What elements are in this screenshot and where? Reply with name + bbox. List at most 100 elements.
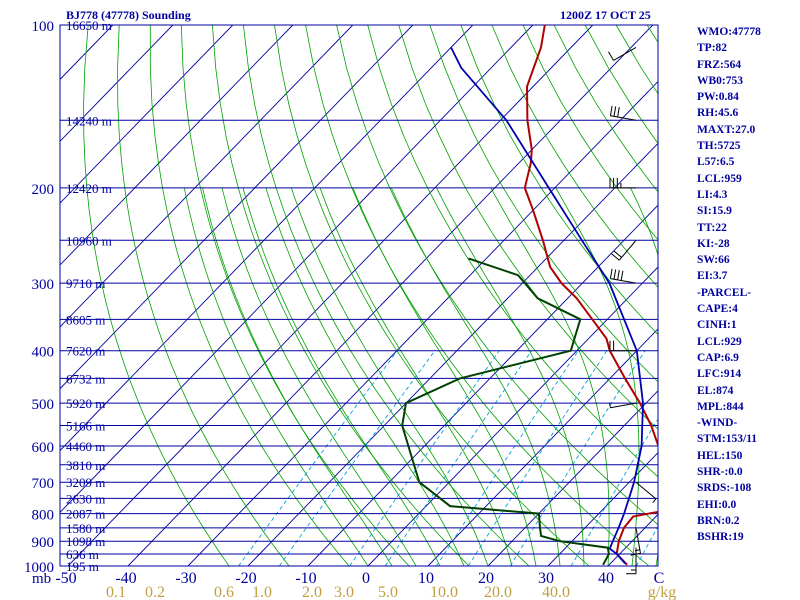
- stat-row: BRN:0.2: [697, 514, 740, 527]
- stat-row: CINH:1: [697, 319, 737, 332]
- isotherm-lines: [60, 25, 658, 566]
- stat-row: LFC:914: [697, 368, 742, 381]
- wind-barb: [609, 105, 637, 121]
- dewpoint-trace: [401, 257, 610, 566]
- stat-row: BSHR:19: [697, 531, 744, 544]
- pressure-tick-label: 900: [32, 535, 55, 551]
- pressure-tick-label: 400: [32, 345, 55, 361]
- mixing-ratio-tick-label: 20.0: [484, 584, 512, 600]
- pressure-tick-label: 100: [32, 19, 55, 35]
- pressure-unit-label: mb: [32, 571, 51, 587]
- temperature-tick-label: -50: [55, 570, 76, 587]
- mixing-ratio-tick-label: 0.6: [214, 584, 234, 600]
- mixing-ratio-line: [467, 350, 608, 566]
- isotherm-line: [60, 25, 354, 328]
- mixing-ratio-line: [509, 350, 646, 566]
- mixing-ratio-tick-label: 40.0: [542, 584, 570, 600]
- stat-row: EL:874: [697, 384, 734, 397]
- pressure-tick-label: 1000: [24, 560, 54, 576]
- isotherm-line: [60, 25, 534, 514]
- stat-row: WB0:753: [697, 74, 743, 87]
- stat-row: LI:4.3: [697, 188, 728, 201]
- height-label: 2630 m: [66, 491, 105, 506]
- moist-adiabat-line: [490, 187, 610, 566]
- plot-border: [59, 24, 659, 567]
- mixing-ratio-tick-label: 3.0: [334, 584, 354, 600]
- temperature-trace: [523, 25, 658, 566]
- temperature-tick-label: -40: [115, 570, 136, 587]
- dry-adiabat-line: [180, 25, 410, 566]
- isotherm-line: [247, 142, 658, 566]
- mixing-ratio-tick-label: g/kg: [648, 584, 676, 600]
- stat-row: LCL:929: [697, 335, 742, 348]
- height-label: 16650 m: [66, 18, 112, 33]
- stat-row: EHI:0.0: [697, 498, 737, 511]
- stat-row: KI:-28: [697, 237, 730, 250]
- stat-row: HEL:150: [697, 449, 743, 462]
- stat-row: STM:153/11: [697, 433, 758, 446]
- temperature-tick-label: 0: [362, 570, 370, 587]
- height-label: 7620 m: [66, 344, 105, 359]
- isotherm-line: [427, 328, 658, 566]
- dry-adiabat-line: [117, 25, 290, 566]
- isotherm-line: [60, 25, 414, 390]
- wind-barb: [609, 177, 637, 189]
- sounding-traces: [401, 25, 658, 566]
- stat-row: SRDS:-108: [697, 482, 752, 495]
- moist-adiabat-line: [183, 187, 369, 566]
- mixing-ratio-line: [349, 350, 500, 566]
- wind-barb: [609, 340, 637, 352]
- stat-row: L57:6.5: [697, 156, 735, 169]
- height-label: 4460 m: [66, 439, 105, 454]
- mixing-ratio-tick-label: 5.0: [378, 584, 398, 600]
- dry-adiabat-line: [149, 25, 350, 566]
- mixing-ratio-tick-label: 2.0: [302, 584, 322, 600]
- isotherm-line: [60, 25, 234, 204]
- height-label: 14240 m: [66, 113, 112, 128]
- moist-adiabat-line: [265, 187, 465, 566]
- mixing-ratio-tick-label: 0.1: [106, 584, 126, 600]
- stat-row: -WIND-: [697, 417, 738, 430]
- stat-row: EI:3.7: [697, 270, 728, 283]
- height-label: 1580 m: [66, 521, 105, 536]
- plot-frame: [59, 24, 659, 567]
- height-label: 195 m: [66, 559, 99, 574]
- station-title: BJ778 (47778) Sounding: [66, 8, 191, 22]
- height-label: 6732 m: [66, 371, 105, 386]
- pressure-tick-label: 200: [32, 182, 55, 198]
- stat-row: CAP:6.9: [697, 351, 739, 364]
- temperature-tick-label: 40: [598, 570, 614, 587]
- wind-barb: [611, 239, 637, 261]
- stat-row: RH:45.6: [697, 107, 739, 120]
- wind-barb: [609, 402, 637, 409]
- isotherm-line: [127, 25, 654, 566]
- stat-row: FRZ:564: [697, 58, 742, 71]
- height-label: 5920 m: [66, 396, 105, 411]
- height-label: 1098 m: [66, 534, 105, 549]
- isotherm-line: [307, 204, 658, 566]
- mixing-ratio-line: [238, 350, 398, 566]
- stat-row: -PARCEL-: [697, 286, 752, 299]
- temperature-tick-label: -20: [235, 570, 256, 587]
- pressure-tick-label: 300: [32, 277, 55, 293]
- wind-barb: [609, 268, 637, 284]
- mixing-ratio-line: [384, 350, 532, 566]
- moist-adiabat-line: [555, 187, 640, 566]
- mixing-ratio-tick-label: 10.0: [430, 584, 458, 600]
- stat-row: LCL:959: [697, 172, 742, 185]
- moist-adiabat-line: [390, 187, 561, 566]
- isotherm-line: [60, 25, 174, 142]
- mixing-ratio-tick-label: 0.2: [145, 584, 165, 600]
- pressure-tick-label: 800: [32, 508, 55, 524]
- height-label: 3810 m: [66, 458, 105, 473]
- stat-row: TH:5725: [697, 140, 741, 153]
- temperature-tick-label: 20: [478, 570, 494, 587]
- valid-time: 1200Z 17 OCT 25: [560, 8, 651, 22]
- wind-barb: [626, 547, 637, 575]
- height-label: 3209 m: [66, 475, 105, 490]
- stat-row: SW:66: [697, 254, 730, 267]
- height-label: 5166 m: [66, 419, 105, 434]
- height-label: 8605 m: [66, 312, 105, 327]
